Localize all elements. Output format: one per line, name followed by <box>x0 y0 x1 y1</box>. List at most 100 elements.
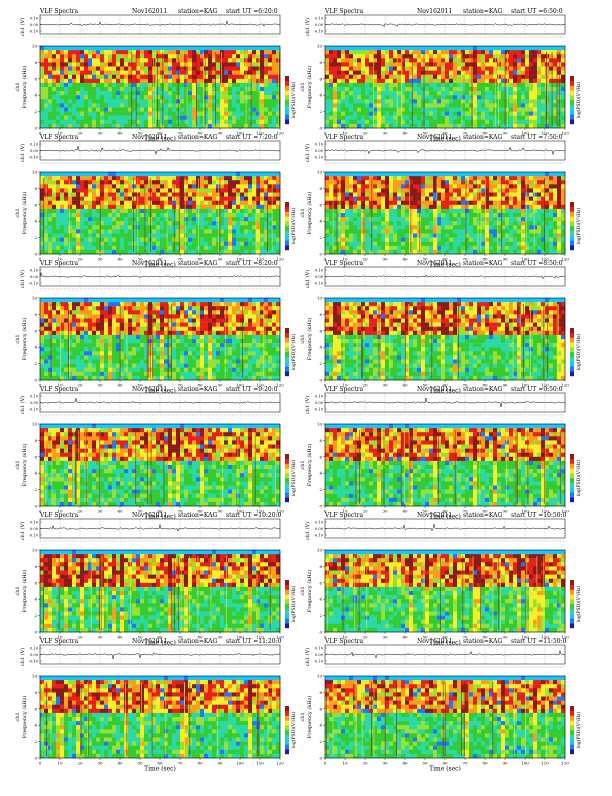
spectrogram-cell <box>232 95 236 99</box>
spectrogram-cell <box>120 112 124 116</box>
spectrogram-cell <box>349 108 353 112</box>
spectrogram-cell <box>248 234 252 238</box>
spectrogram-cell <box>537 83 541 87</box>
spectrogram-cell <box>148 87 152 91</box>
spectrogram-cell <box>64 213 68 217</box>
spectrogram-cell <box>361 180 365 184</box>
spectrogram-streak <box>157 52 158 126</box>
spectrogram-cell <box>184 108 188 112</box>
spectrogram-cell <box>224 250 228 254</box>
spectrogram-cell <box>256 246 260 250</box>
freq-axis-label: Frequency (kHz) <box>21 192 28 235</box>
spectrogram-cell <box>224 50 228 54</box>
freq-tick-label: 0 <box>34 126 37 131</box>
spectrogram-cell <box>445 229 449 233</box>
spectrogram-cell <box>345 54 349 58</box>
colorbar-swatch <box>285 81 289 86</box>
spectrogram-cell <box>232 184 236 188</box>
spectrogram-cell <box>521 50 525 54</box>
spectrogram-cell <box>100 234 104 238</box>
spectrogram-cell <box>425 112 429 116</box>
spectrogram-cell <box>381 124 385 128</box>
spectrogram-cell <box>52 83 56 87</box>
spectrogram-cell <box>152 184 156 188</box>
spectrogram-cell <box>457 234 461 238</box>
spectrogram-cell <box>337 99 341 103</box>
spectrogram-cell <box>485 79 489 83</box>
spectrogram-cell <box>453 50 457 54</box>
spectrogram-cell <box>469 217 473 221</box>
spectrogram-cell <box>260 229 264 233</box>
spectrogram-cell <box>80 116 84 120</box>
ch1-tick-label: 0.00 <box>315 149 324 153</box>
spectrogram-cell <box>477 46 481 50</box>
freq-tick-label: 10 <box>32 44 38 49</box>
spectrogram-cell <box>232 75 236 79</box>
spectrogram-cell <box>461 180 465 184</box>
spectrogram-cell <box>44 108 48 112</box>
spectrogram-cell <box>168 229 172 233</box>
spectrogram-cell <box>329 238 333 242</box>
spectrogram-cell <box>64 108 68 112</box>
spectrogram-cell <box>80 221 84 225</box>
spectrogram-cell <box>160 87 164 91</box>
spectrogram-cell <box>192 124 196 128</box>
spectrogram-cell <box>353 184 357 188</box>
spectrogram-cell <box>100 188 104 192</box>
spectrogram-cell <box>425 176 429 180</box>
spectrogram-cell <box>381 67 385 71</box>
spectrogram-cell <box>64 54 68 58</box>
spectrogram-sheet: VLF SpectraNov162011station=KAGstart UT … <box>0 0 612 792</box>
spectrogram-cell <box>325 54 329 58</box>
spectrogram-cell <box>184 225 188 229</box>
spectrogram-cell <box>369 58 373 62</box>
spectrogram-cell <box>208 188 212 192</box>
spectrogram-cell <box>192 112 196 116</box>
spectrogram-cell <box>413 62 417 66</box>
spectrogram-cell <box>525 67 529 71</box>
spectrogram-cell <box>108 246 112 250</box>
spectrogram-cell <box>365 229 369 233</box>
spectrogram-cell <box>116 79 120 83</box>
spectrogram-cell <box>325 225 329 229</box>
spectrogram-cell <box>76 95 80 99</box>
spectrogram-cell <box>425 213 429 217</box>
spectrogram-cell <box>341 209 345 213</box>
spectrogram-cell <box>172 71 176 75</box>
spectrogram-cell <box>92 201 96 205</box>
spectrogram-cell <box>525 188 529 192</box>
spectrogram-streak <box>424 52 425 126</box>
spectrogram-cell <box>529 209 533 213</box>
spectrogram-cell <box>373 225 377 229</box>
spectrogram-cell <box>96 58 100 62</box>
spectrogram-cell <box>152 172 156 176</box>
spectrogram-cell <box>509 188 513 192</box>
spectrogram-cell <box>421 229 425 233</box>
spectrogram-cell <box>521 221 525 225</box>
spectrogram-cell <box>561 71 565 75</box>
spectrogram-cell <box>505 83 509 87</box>
spectrogram-cell <box>220 184 224 188</box>
spectrogram-cell <box>232 213 236 217</box>
spectrogram-cell <box>489 246 493 250</box>
spectrogram-cell <box>48 250 52 254</box>
spectrogram-cell <box>413 116 417 120</box>
spectrogram-cell <box>116 83 120 87</box>
spectrogram-cell <box>228 193 232 197</box>
spectrogram-cell <box>248 250 252 254</box>
spectrogram-cell <box>393 193 397 197</box>
spectrogram-cell <box>397 213 401 217</box>
spectrogram-cell <box>144 75 148 79</box>
spectrogram-cell <box>477 103 481 107</box>
spectrogram-cell <box>457 120 461 124</box>
spectrogram-cell <box>541 71 545 75</box>
spectrogram-cell <box>481 234 485 238</box>
spectrogram-cell <box>84 193 88 197</box>
spectrogram-cell <box>144 124 148 128</box>
spectrogram-cell <box>441 87 445 91</box>
spectrogram-cell <box>40 50 44 54</box>
panel-title: VLF Spectra <box>39 134 79 141</box>
spectrogram-cell <box>188 54 192 58</box>
spectrogram-cell <box>56 120 60 124</box>
spectrogram-cell <box>100 201 104 205</box>
